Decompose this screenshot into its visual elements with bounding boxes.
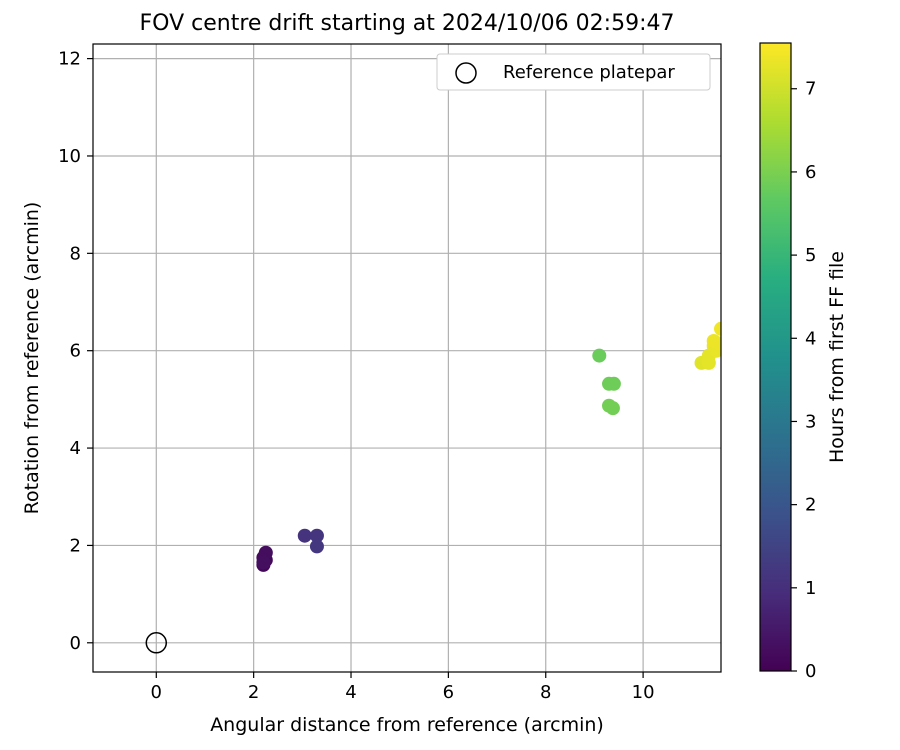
y-tick-label: 2 [70, 535, 81, 556]
y-tick-label: 6 [70, 341, 81, 362]
x-tick-label: 4 [345, 682, 356, 703]
y-tick-label: 0 [70, 633, 81, 654]
y-tick-label: 12 [58, 49, 81, 70]
colorbar-tick-label: 3 [805, 411, 816, 432]
chart-title: FOV centre drift starting at 2024/10/06 … [140, 11, 675, 36]
legend: Reference platepar [436, 53, 711, 91]
data-points [256, 321, 721, 572]
data-point [297, 528, 312, 543]
data-point [256, 555, 271, 570]
data-point [592, 348, 607, 363]
x-tick-label: 0 [151, 682, 162, 703]
colorbar: 0 1 2 3 4 5 6 7 Hours from first FF file [759, 42, 848, 682]
colorbar-gradient [759, 42, 792, 672]
x-tick-label: 6 [443, 682, 454, 703]
y-axis-ticks: 0 2 4 6 8 10 12 [58, 49, 93, 654]
colorbar-tick-label: 5 [805, 245, 816, 266]
colorbar-tick-label: 6 [805, 162, 816, 183]
x-axis-ticks: 0 2 4 6 8 10 [151, 672, 655, 703]
data-point [605, 401, 620, 416]
colorbar-tick-label: 1 [805, 578, 816, 599]
plot-frame [92, 43, 722, 673]
y-tick-label: 8 [70, 243, 81, 264]
x-tick-label: 8 [540, 682, 551, 703]
legend-box [436, 53, 711, 91]
colorbar-tick-label: 4 [805, 328, 816, 349]
grid-lines [93, 44, 721, 672]
y-tick-label: 10 [58, 146, 81, 167]
data-point [309, 539, 324, 554]
data-point [714, 321, 721, 336]
x-tick-label: 2 [248, 682, 259, 703]
colorbar-ticks: 0 1 2 3 4 5 6 7 [791, 79, 816, 682]
x-axis-label: Angular distance from reference (arcmin) [210, 714, 604, 736]
y-axis-label: Rotation from reference (arcmin) [21, 202, 43, 515]
data-point [606, 376, 621, 391]
colorbar-label: Hours from first FF file [826, 251, 848, 463]
data-point [713, 336, 721, 351]
x-tick-label: 10 [632, 682, 655, 703]
y-tick-label: 4 [70, 438, 81, 459]
legend-marker-open-circle [455, 62, 477, 84]
colorbar-tick-label: 0 [805, 661, 816, 682]
colorbar-tick-label: 7 [805, 79, 816, 100]
legend-label: Reference platepar [503, 62, 675, 83]
colorbar-tick-label: 2 [805, 495, 816, 516]
reference-platepar-marker [145, 632, 168, 654]
data-point [309, 528, 324, 543]
